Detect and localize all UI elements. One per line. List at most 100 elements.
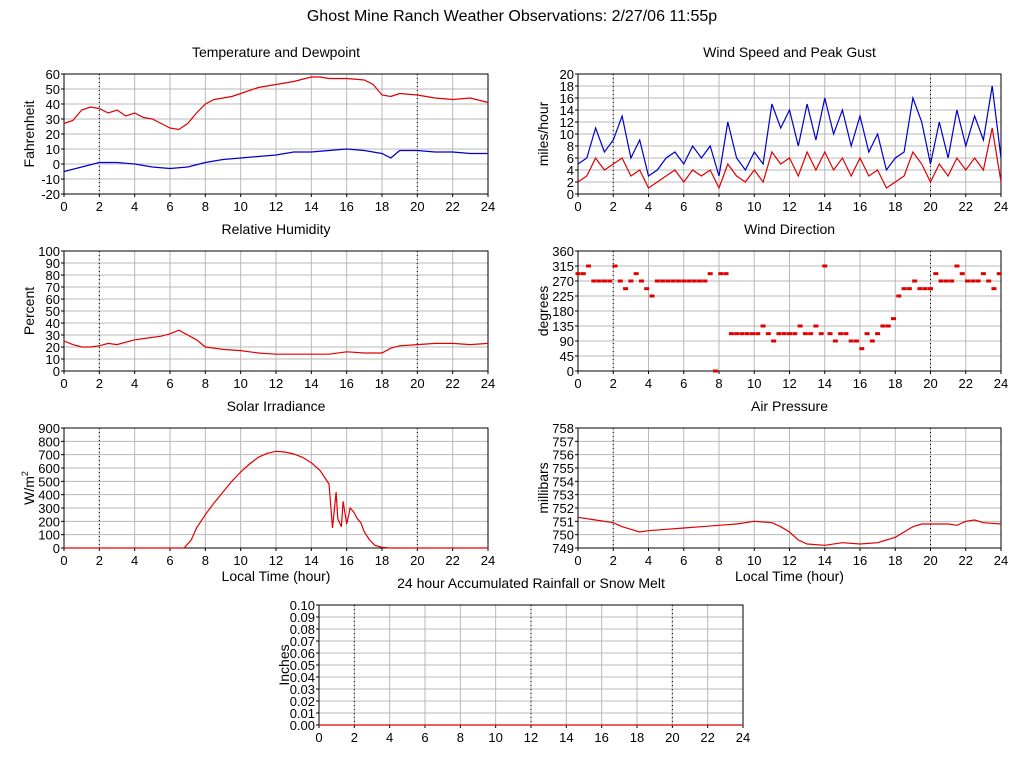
x-tick-label: 10 <box>233 199 247 214</box>
scatter-point <box>838 332 844 336</box>
x-tick-label: 10 <box>233 376 247 391</box>
series-line-red <box>63 329 489 355</box>
y-tick-label: 300 <box>38 501 60 516</box>
scatter-point <box>675 279 681 283</box>
scatter-point <box>744 332 750 336</box>
scatter-point <box>818 332 824 336</box>
scatter-point <box>980 272 986 276</box>
x-tick-label: 4 <box>131 376 138 391</box>
y-tick-label: 100 <box>38 528 60 543</box>
scatter-point <box>734 332 740 336</box>
y-tick-label: 315 <box>552 259 574 274</box>
y-tick-label: 10 <box>46 352 60 367</box>
x-tick-label: 24 <box>994 376 1008 391</box>
y-tick-label: 0 <box>53 364 60 379</box>
scatter-point <box>954 264 960 268</box>
chart-title: Wind Direction <box>744 221 835 237</box>
scatter-point <box>771 339 777 343</box>
y-tick-label: 10 <box>46 142 60 157</box>
x-tick-label: 0 <box>574 376 581 391</box>
x-tick-label: 22 <box>445 553 459 568</box>
x-tick-label: 6 <box>680 199 687 214</box>
scatter-point <box>869 339 875 343</box>
scatter-point <box>691 279 697 283</box>
x-tick-label: 12 <box>782 553 796 568</box>
scatter-point <box>890 317 896 321</box>
x-tick-label: 6 <box>680 376 687 391</box>
page-title: Ghost Mine Ranch Weather Observations: 2… <box>306 8 718 25</box>
y-tick-label: 40 <box>46 97 60 112</box>
x-tick-label: 0 <box>315 730 322 745</box>
y-tick-label: 135 <box>552 319 574 334</box>
x-tick-label: 12 <box>782 376 796 391</box>
y-tick-label: 758 <box>552 421 574 436</box>
y-tick-label: 0.10 <box>290 598 315 613</box>
chart-title: Solar Irradiance <box>227 398 326 414</box>
y-tick-label: 0.07 <box>290 634 315 649</box>
y-tick-label: 225 <box>552 289 574 304</box>
x-tick-label: 4 <box>131 553 138 568</box>
x-tick-label: 0 <box>574 199 581 214</box>
scatter-point <box>792 332 798 336</box>
scatter-point <box>885 324 891 328</box>
scatter-point <box>607 279 613 283</box>
scatter-point <box>832 339 838 343</box>
x-tick-label: 4 <box>645 553 652 568</box>
y-tick-label: 4 <box>567 163 574 178</box>
scatter-point <box>591 279 597 283</box>
chart-title: Air Pressure <box>751 398 828 414</box>
x-tick-label: 16 <box>853 199 867 214</box>
scatter-point <box>859 347 865 351</box>
x-tick-label: 16 <box>853 376 867 391</box>
x-tick-label: 2 <box>610 553 617 568</box>
chart-title: Relative Humidity <box>222 221 331 237</box>
x-tick-label: 18 <box>888 199 902 214</box>
scatter-point <box>707 272 713 276</box>
scatter-point <box>702 279 708 283</box>
x-tick-label: 6 <box>166 553 173 568</box>
y-tick-label: 0.04 <box>290 670 315 685</box>
y-tick-label: 751 <box>552 514 574 529</box>
x-tick-label: 2 <box>96 199 103 214</box>
y-axis-label: Inches <box>276 644 292 685</box>
y-tick-label: -20 <box>41 187 60 202</box>
y-tick-label: 50 <box>46 82 60 97</box>
chart-title: Wind Speed and Peak Gust <box>703 44 876 60</box>
scatter-point <box>755 332 761 336</box>
scatter-point <box>901 287 907 291</box>
scatter-point <box>712 369 718 373</box>
y-axis-label: Percent <box>21 287 37 335</box>
x-tick-label: 8 <box>715 553 722 568</box>
x-tick-label: 0 <box>60 376 67 391</box>
x-tick-label: 4 <box>645 376 652 391</box>
x-tick-label: 8 <box>202 199 209 214</box>
scatter-point <box>843 332 849 336</box>
scatter-point <box>943 279 949 283</box>
chart-temperature: Temperature and Dewpoint-20-100102030405… <box>21 44 495 214</box>
scatter-point <box>638 279 644 283</box>
scatter-point <box>822 264 828 268</box>
x-tick-label: 22 <box>700 730 714 745</box>
y-tick-label: 0 <box>567 187 574 202</box>
y-tick-label: 30 <box>46 328 60 343</box>
x-tick-label: 16 <box>339 199 353 214</box>
scatter-point <box>808 332 814 336</box>
scatter-point <box>686 279 692 283</box>
y-tick-label: 750 <box>552 528 574 543</box>
x-tick-label: 22 <box>959 376 973 391</box>
scatter-point <box>970 279 976 283</box>
scatter-point <box>670 279 676 283</box>
x-tick-label: 16 <box>594 730 608 745</box>
x-tick-label: 2 <box>351 730 358 745</box>
y-tick-label: 0.09 <box>290 610 315 625</box>
x-tick-label: 4 <box>645 199 652 214</box>
scatter-point <box>880 324 886 328</box>
x-tick-label: 12 <box>269 376 283 391</box>
y-tick-label: 6 <box>567 151 574 166</box>
scatter-point <box>654 279 660 283</box>
chart-title: 24 hour Accumulated Rainfall or Snow Mel… <box>397 575 665 591</box>
y-tick-label: 16 <box>560 91 574 106</box>
scatter-point <box>749 332 755 336</box>
scatter-point <box>896 294 902 298</box>
chart-rainfall: 24 hour Accumulated Rainfall or Snow Mel… <box>276 575 750 745</box>
